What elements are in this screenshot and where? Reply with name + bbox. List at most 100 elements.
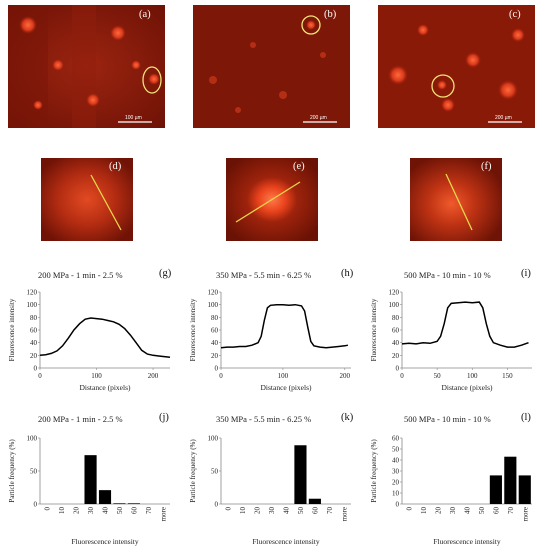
intensity-profile-line (220, 303, 349, 349)
x-tick-label: 150 (502, 372, 513, 380)
x-tick-label: 60 (130, 507, 138, 515)
closeup-e: (e) (226, 158, 318, 241)
x-tick-label: 70 (326, 507, 334, 515)
line-chart-i: 500 MPa - 10 min - 10 % (i) 0 20 40 60 80 100… (362, 268, 543, 400)
x-tick-label: 40 (283, 507, 291, 515)
y-tick-label: 100 (389, 301, 400, 309)
histogram-bar (518, 475, 531, 504)
bar-chart-j: 200 MPa - 1 min - 2.5 % (j) 0 50 100 0 10 20 3… (0, 412, 181, 548)
line-chart-g: 200 MPa - 1 min - 2.5 % (g) 0 20 40 60 80 100… (0, 268, 181, 400)
panel-letter: (g) (159, 268, 172, 279)
x-tick-label: 200 (148, 372, 159, 380)
histogram-bar (84, 455, 97, 504)
histogram-bar (98, 490, 112, 504)
x-axis-label: Distance (pixels) (79, 383, 131, 392)
panel-letter: (d) (109, 161, 122, 172)
x-tick-label: 30 (449, 507, 457, 515)
y-tick-label: 20 (392, 352, 400, 360)
bar-chart-l: 500 MPa - 10 min - 10 % (l) 0 10 20 30 40 50 6… (362, 412, 543, 548)
y-tick-label: 100 (27, 301, 38, 309)
panel-letter: (l) (521, 412, 531, 423)
closeup-d: (d) (41, 158, 133, 241)
x-axis-label: Fluorescence intensity (433, 537, 501, 546)
chart-title: 200 MPa - 1 min - 2.5 % (38, 414, 123, 424)
chart-plot: 0 10 20 30 40 50 60 0 10 20 30 40 50 60 70 more Fluoresc… (370, 435, 532, 546)
x-tick-label: 100 (91, 372, 102, 380)
x-tick-label: 20 (73, 507, 81, 515)
chart-title: 350 MPa - 5.5 min - 6.25 % (216, 414, 312, 424)
y-tick-label: 50 (30, 468, 38, 476)
y-tick-label: 30 (392, 468, 400, 476)
x-tick-label: 20 (254, 507, 262, 515)
y-tick-label: 100 (208, 435, 219, 443)
chart-title: 500 MPa - 10 min - 10 % (404, 414, 491, 424)
x-tick-label: more (340, 507, 348, 521)
scale-label: 200 µm (495, 115, 512, 121)
x-tick-label: 70 (145, 507, 153, 515)
x-tick-label: 0 (225, 507, 233, 511)
histogram-bar (489, 475, 502, 504)
x-tick-label: 100 (278, 372, 289, 380)
x-axis-label: Fluorescence intensity (252, 537, 320, 546)
chart-plot: 0 50 100 0 10 20 30 40 50 60 70 more Fluorescence in… (189, 435, 351, 546)
y-tick-label: 50 (392, 446, 400, 454)
y-tick-label: 40 (392, 339, 400, 347)
y-axis-label: Fluorescence intensity (370, 298, 378, 361)
y-tick-label: 80 (211, 314, 219, 322)
closeup-f-image (410, 158, 502, 241)
histogram-bar (294, 445, 307, 504)
x-tick-label: 0 (400, 372, 404, 380)
y-tick-label: 60 (392, 327, 400, 335)
x-tick-label: 100 (467, 372, 478, 380)
y-tick-label: 40 (392, 457, 400, 465)
profile-line (235, 181, 301, 223)
x-tick-label: 30 (87, 507, 95, 515)
histogram-bar (127, 503, 140, 504)
y-axis-label: Particle frequency (%) (189, 439, 197, 503)
x-tick-label: 60 (492, 507, 500, 515)
profile-line (90, 174, 122, 231)
x-tick-label: 70 (507, 507, 515, 515)
x-axis-label: Distance (pixels) (260, 383, 312, 392)
y-tick-label: 0 (215, 501, 219, 509)
x-tick-label: 10 (58, 507, 66, 515)
y-tick-label: 80 (30, 314, 38, 322)
y-tick-label: 20 (30, 352, 38, 360)
panel-letter: (k) (341, 412, 354, 423)
x-tick-label: 50 (478, 507, 486, 515)
y-tick-label: 100 (208, 301, 219, 309)
chart-title: 500 MPa - 10 min - 10 % (404, 270, 491, 280)
y-tick-label: 80 (392, 314, 400, 322)
x-tick-label: 10 (420, 507, 428, 515)
micrograph-b-image (193, 5, 350, 128)
y-tick-label: 60 (211, 327, 219, 335)
x-tick-label: 0 (219, 372, 223, 380)
y-tick-label: 60 (30, 327, 38, 335)
x-tick-label: 40 (102, 507, 110, 515)
closeup-d-image (41, 158, 133, 241)
y-tick-label: 100 (27, 435, 38, 443)
x-tick-label: 50 (297, 507, 305, 515)
y-tick-label: 50 (211, 468, 219, 476)
y-tick-label: 20 (211, 352, 219, 360)
y-tick-label: 120 (27, 289, 38, 297)
histogram-bar (308, 498, 321, 504)
panel-letter: (b) (324, 9, 337, 20)
x-tick-label: 0 (38, 372, 42, 380)
intensity-profile-line (39, 317, 171, 358)
chart-plot: 0 20 40 60 80 100 120 0 100 200 Distance (pixels) F… (8, 289, 171, 392)
panel-letter: (e) (293, 161, 305, 172)
scale-label: 100 µm (125, 115, 142, 121)
y-axis-label: Particle frequency (%) (8, 439, 16, 503)
y-tick-label: 0 (396, 365, 400, 373)
intensity-profile-line (401, 301, 529, 348)
chart-plot: 0 20 40 60 80 100 120 0 100 200 Distance (pixels) F… (189, 289, 351, 392)
chart-title: 200 MPa - 1 min - 2.5 % (38, 270, 123, 280)
y-axis-label: Fluorescence intensity (8, 298, 16, 361)
selection-circle (301, 15, 321, 35)
panel-letter: (a) (139, 9, 151, 20)
x-tick-label: more (159, 507, 167, 521)
y-axis-label: Particle frequency (%) (370, 439, 378, 503)
micrograph-c: (c) 200 µm (378, 5, 535, 128)
chart-title: 350 MPa - 5.5 min - 6.25 % (216, 270, 312, 280)
